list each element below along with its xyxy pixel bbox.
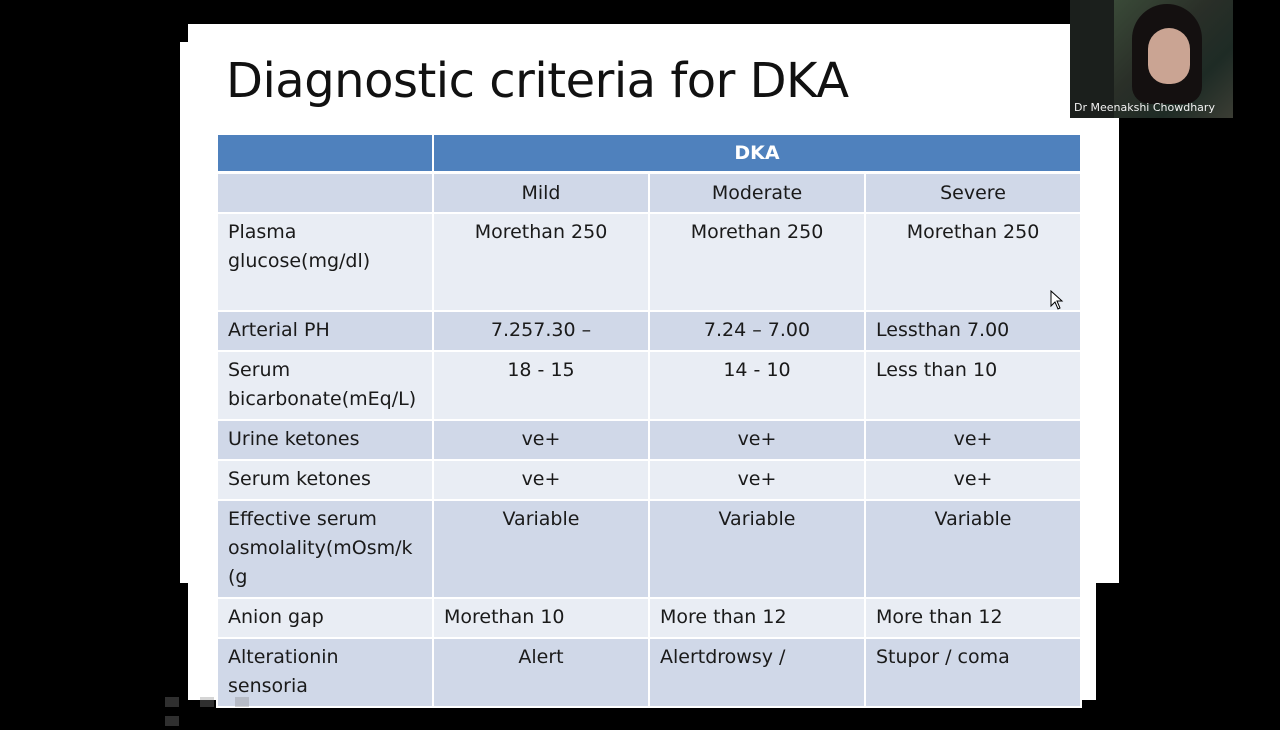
table-row: Urine ketones ve+ ve+ ve+: [216, 419, 1083, 461]
cell-severe: ve+: [863, 459, 1083, 501]
cell-mild: ve+: [432, 419, 650, 461]
cell-severe: More than 12: [863, 597, 1083, 639]
cell-severe: Less than 10: [863, 350, 1083, 421]
cell-severe: Lessthan 7.00: [863, 310, 1083, 352]
table-group-header: DKA: [431, 133, 1083, 174]
cell-mild: Morethan 250: [432, 212, 650, 312]
cell-severe: ve+: [863, 419, 1083, 461]
row-label: Urine ketones: [216, 419, 434, 461]
column-header-mild: Mild: [432, 171, 650, 214]
column-header-severe: Severe: [863, 171, 1083, 214]
table-row: Arterial PH 7.257.30 – 7.24 – 7.00 Lesst…: [216, 310, 1083, 352]
table-row: Serum ketones ve+ ve+ ve+: [216, 459, 1083, 501]
row-label: Serum bicarbonate(mEq/L): [216, 350, 434, 421]
participant-name: Dr Meenakshi Chowdhary: [1074, 101, 1215, 114]
row-label: Anion gap: [216, 597, 434, 639]
slide-canvas-edge: [180, 42, 192, 583]
table-group-header-row: DKA: [216, 133, 1083, 174]
table-row: Anion gap Morethan 10 More than 12 More …: [216, 597, 1083, 639]
table-row: Effective serum osmolality(mOsm/k (g Var…: [216, 499, 1083, 599]
row-label: Plasma glucose(mg/dl): [216, 212, 434, 312]
table-row: Plasma glucose(mg/dl) Morethan 250 Moret…: [216, 212, 1083, 312]
dka-criteria-table: DKA Mild Moderate Severe Plasma glucose(…: [216, 133, 1083, 708]
cell-moderate: Morethan 250: [648, 212, 866, 312]
mouse-pointer-icon: [1050, 290, 1064, 310]
table-header-empty: [216, 171, 434, 214]
cell-moderate: 7.24 – 7.00: [648, 310, 866, 352]
slideshow-controls[interactable]: [165, 692, 285, 726]
cell-severe: Stupor / coma: [863, 637, 1083, 708]
slide-title: Diagnostic criteria for DKA: [226, 53, 849, 109]
cell-moderate: Alertdrowsy /: [648, 637, 866, 708]
row-label: Serum ketones: [216, 459, 434, 501]
slides-menu-icon[interactable]: [235, 697, 250, 707]
cell-mild: 18 - 15: [432, 350, 650, 421]
table-column-header-row: Mild Moderate Severe: [216, 171, 1083, 214]
cell-mild: Morethan 10: [432, 597, 650, 639]
participant-video-tile[interactable]: Dr Meenakshi Chowdhary: [1070, 0, 1233, 118]
cell-severe: Variable: [863, 499, 1083, 599]
cell-moderate: ve+: [648, 419, 866, 461]
cell-severe: Morethan 250: [863, 212, 1083, 312]
cell-mild: Variable: [432, 499, 650, 599]
row-label: Arterial PH: [216, 310, 434, 352]
cell-moderate: More than 12: [648, 597, 866, 639]
cell-moderate: 14 - 10: [648, 350, 866, 421]
table-row: Alterationin sensoria Alert Alertdrowsy …: [216, 637, 1083, 708]
row-label: Effective serum osmolality(mOsm/k (g: [216, 499, 434, 599]
participant-face: [1148, 28, 1190, 84]
row-label: Alterationin sensoria: [216, 637, 434, 708]
previous-slide-icon[interactable]: [165, 697, 179, 707]
cell-moderate: ve+: [648, 459, 866, 501]
cell-moderate: Variable: [648, 499, 866, 599]
table-header-empty: [216, 133, 434, 174]
cell-mild: ve+: [432, 459, 650, 501]
cell-mild: Alert: [432, 637, 650, 708]
pen-icon[interactable]: [200, 697, 215, 707]
cell-mild: 7.257.30 –: [432, 310, 650, 352]
column-header-moderate: Moderate: [648, 171, 866, 214]
next-slide-icon[interactable]: [165, 716, 179, 726]
table-row: Serum bicarbonate(mEq/L) 18 - 15 14 - 10…: [216, 350, 1083, 421]
